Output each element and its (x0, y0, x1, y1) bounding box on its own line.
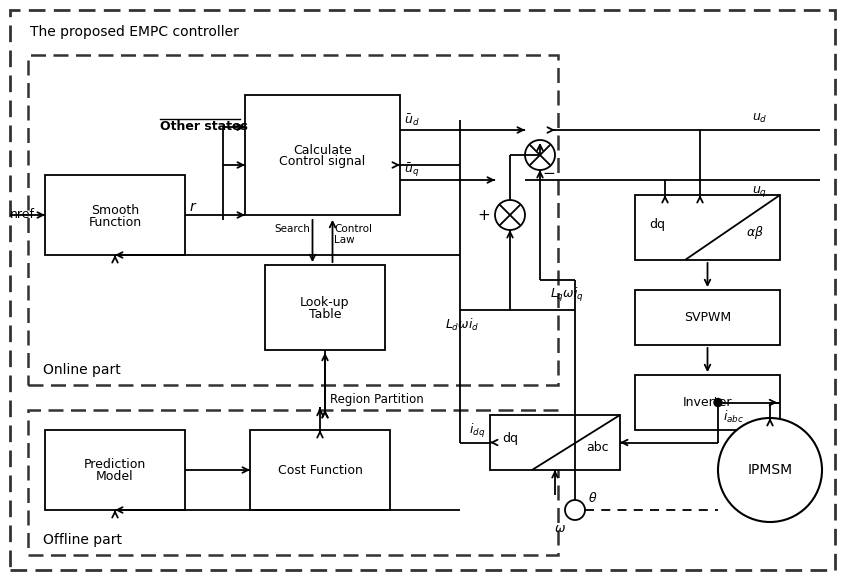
Text: $u_d$: $u_d$ (752, 111, 768, 125)
Text: Region Partition: Region Partition (330, 393, 424, 406)
Text: dq: dq (649, 218, 665, 231)
Text: abc: abc (586, 441, 609, 454)
Text: $\omega$: $\omega$ (554, 521, 566, 534)
Text: $r$: $r$ (189, 200, 197, 214)
Text: Cost Function: Cost Function (278, 463, 362, 477)
Text: IPMSM: IPMSM (747, 463, 792, 477)
Text: Table: Table (309, 308, 341, 321)
Bar (28, 410, 558, 555)
Bar (635, 290, 780, 345)
Text: Control: Control (335, 224, 372, 234)
Text: Search: Search (275, 224, 310, 234)
Text: $\bar{u}_q$: $\bar{u}_q$ (404, 161, 419, 179)
Circle shape (714, 399, 722, 406)
Text: $\alpha\beta$: $\alpha\beta$ (746, 224, 764, 241)
Circle shape (565, 500, 585, 520)
Text: $\theta$: $\theta$ (588, 491, 598, 505)
Text: SVPWM: SVPWM (684, 311, 731, 324)
Bar (635, 195, 780, 260)
Text: Prediction: Prediction (84, 459, 146, 471)
Text: $u_q$: $u_q$ (752, 184, 768, 200)
Text: Model: Model (96, 470, 133, 484)
Text: $L_d\omega i_d$: $L_d\omega i_d$ (445, 317, 479, 333)
Circle shape (525, 140, 555, 170)
Text: $L_q\omega i_q$: $L_q\omega i_q$ (550, 286, 584, 304)
Text: nref: nref (10, 208, 35, 222)
Circle shape (495, 200, 525, 230)
Text: Look-up: Look-up (300, 296, 349, 309)
Text: Online part: Online part (43, 363, 121, 377)
Text: Calculate: Calculate (293, 144, 352, 157)
Bar (45, 175, 185, 255)
Text: Law: Law (335, 235, 355, 245)
Text: Inverter: Inverter (683, 396, 732, 409)
Bar (45, 430, 185, 510)
Text: +: + (477, 208, 490, 222)
Bar (245, 95, 400, 215)
Text: The proposed EMPC controller: The proposed EMPC controller (30, 25, 239, 39)
Text: Smooth: Smooth (91, 204, 139, 217)
Text: $i_{dq}$: $i_{dq}$ (468, 421, 485, 439)
Text: Function: Function (88, 215, 142, 229)
Text: Offline part: Offline part (43, 533, 122, 547)
Text: dq: dq (502, 432, 518, 445)
Text: −: − (542, 165, 555, 180)
Bar (490, 415, 620, 470)
Circle shape (718, 418, 822, 522)
Bar (28, 55, 558, 385)
Text: Control signal: Control signal (280, 155, 366, 169)
Bar (635, 375, 780, 430)
Text: $i_{abc}$: $i_{abc}$ (723, 409, 744, 424)
Text: $\bar{u}_d$: $\bar{u}_d$ (404, 112, 420, 128)
Bar (265, 265, 385, 350)
Bar (250, 430, 390, 510)
Text: Other states: Other states (160, 120, 248, 133)
